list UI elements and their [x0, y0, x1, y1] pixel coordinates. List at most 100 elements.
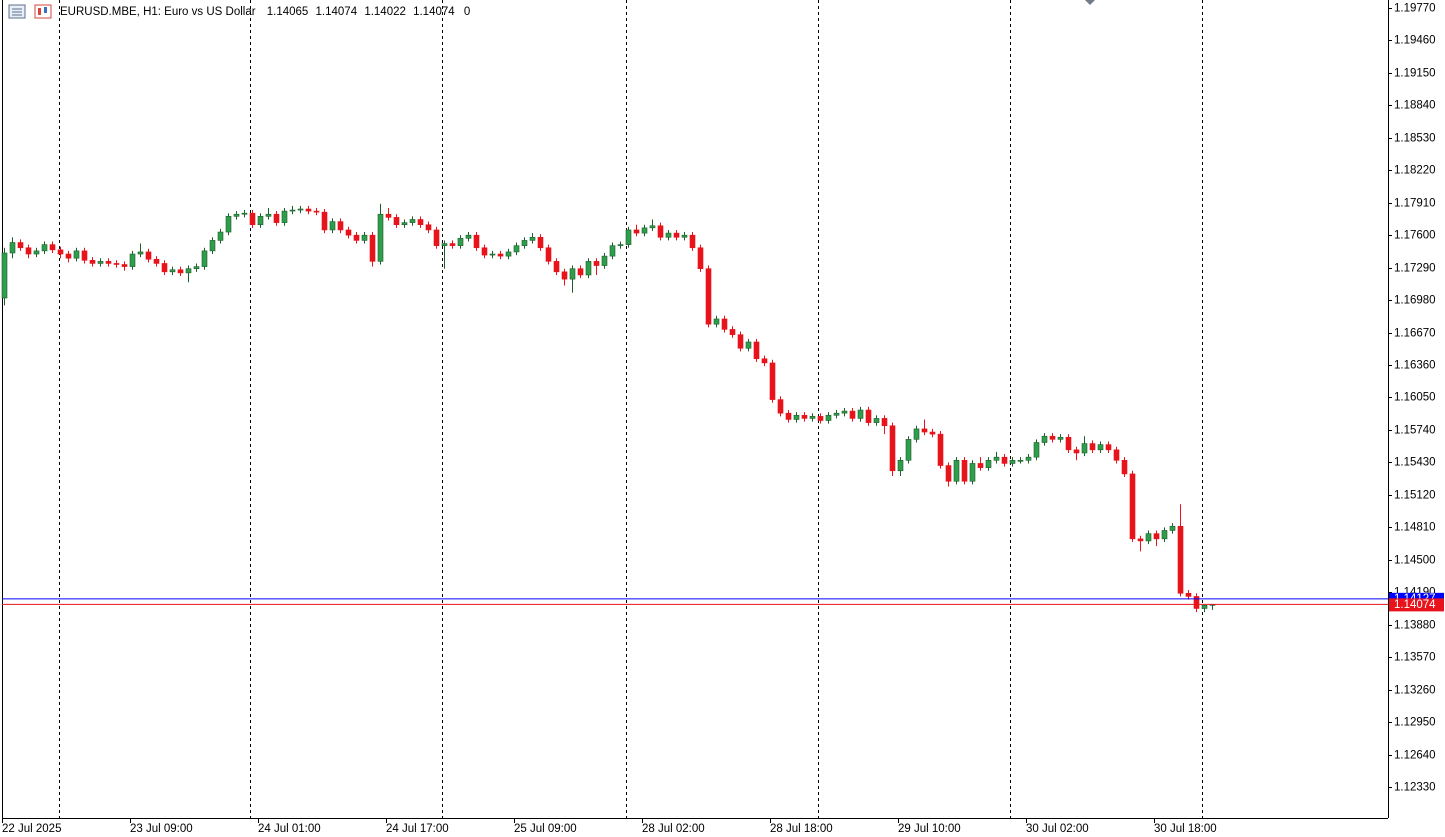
candle-body [345, 229, 352, 236]
candle-body [1113, 449, 1120, 461]
candle-body [681, 234, 688, 238]
candle-body [1001, 456, 1008, 464]
candle-body [257, 216, 264, 226]
y-tick-label: 1.17600 [1394, 230, 1436, 242]
candle-body [841, 410, 848, 414]
candle-body [777, 399, 784, 414]
x-tick-label: 28 Jul 18:00 [770, 823, 833, 835]
candle-body [753, 341, 760, 360]
candle-body [785, 412, 792, 420]
candle-body [1177, 525, 1184, 594]
candle-body [905, 439, 912, 461]
y-tick-label: 1.13260 [1394, 685, 1436, 697]
candle-body [265, 213, 272, 217]
y-tick-label: 1.13880 [1394, 620, 1436, 632]
candle-body [945, 465, 952, 482]
candle-body [985, 460, 992, 468]
candle-body [737, 334, 744, 349]
candle-body [889, 425, 896, 472]
candle-body [425, 224, 432, 231]
candle-body [489, 253, 496, 256]
candle-body [1145, 533, 1152, 542]
candle-body [313, 210, 320, 213]
x-tick-label: 28 Jul 02:00 [642, 823, 705, 835]
y-tick-label: 1.12950 [1394, 717, 1436, 729]
candle-body [361, 234, 368, 241]
candle-body [1097, 444, 1104, 451]
x-tick-label: 24 Jul 17:00 [386, 823, 449, 835]
candle-body [1017, 460, 1024, 462]
candle-body [545, 247, 552, 262]
candle-body [321, 211, 328, 231]
candle-body [921, 428, 928, 433]
candle-body [697, 247, 704, 269]
y-tick-label: 1.16360 [1394, 360, 1436, 372]
candle-body [473, 234, 480, 249]
candle-body [969, 463, 976, 482]
y-tick-label: 1.12330 [1394, 782, 1436, 794]
marker [1085, 0, 1095, 5]
candle-body [249, 212, 256, 226]
candle-body [497, 253, 504, 257]
candle-body [609, 245, 616, 257]
candle-body [633, 229, 640, 234]
candle-body [593, 261, 600, 266]
candle-body [161, 263, 168, 273]
x-tick-label: 30 Jul 18:00 [1154, 823, 1217, 835]
candle-body [649, 225, 656, 229]
candle-body [145, 251, 152, 260]
candle-body [337, 221, 344, 231]
candle-body [97, 261, 104, 264]
y-tick-label: 1.15430 [1394, 457, 1436, 469]
candle-body [953, 460, 960, 482]
candle-body [929, 431, 936, 435]
candle-body [89, 260, 96, 264]
high-value: 1.14074 [316, 6, 358, 18]
candle-body [513, 245, 520, 253]
y-tick-label: 1.14810 [1394, 522, 1436, 534]
candle-body [689, 234, 696, 249]
candle-body [353, 234, 360, 241]
x-tick-label: 23 Jul 09:00 [130, 823, 193, 835]
candle-body [1089, 443, 1096, 451]
candle-body [721, 318, 728, 330]
candle-body [857, 409, 864, 419]
x-tick-label: 30 Jul 02:00 [1026, 823, 1089, 835]
y-tick-label: 1.16980 [1394, 295, 1436, 307]
icon [38, 8, 41, 15]
candle-body [113, 263, 120, 265]
candle-body [993, 456, 1000, 461]
y-tick-label: 1.19460 [1394, 35, 1436, 47]
candle-body [745, 341, 752, 349]
chart-header: EURUSD.MBE, H1: Euro vs US Dollar 1.1406… [60, 6, 470, 18]
candle-body [209, 240, 216, 252]
candle-body [1033, 442, 1040, 458]
icon [44, 7, 47, 13]
candle-body [577, 268, 584, 276]
candle-body [705, 268, 712, 325]
candle-body [849, 410, 856, 419]
candle-body [201, 250, 208, 267]
candle-body [329, 221, 336, 231]
candle-body [537, 236, 544, 249]
candle-body [457, 238, 464, 246]
candle-body [713, 318, 720, 325]
candle-body [1105, 444, 1112, 451]
icon [34, 4, 52, 19]
candle-body [129, 253, 136, 267]
y-tick-label: 1.15120 [1394, 490, 1436, 502]
candle-body [1009, 460, 1016, 464]
candle-body [913, 428, 920, 440]
candle-body [369, 234, 376, 262]
candle-body [1193, 596, 1200, 609]
candle-body [49, 244, 56, 251]
candle-body [769, 362, 776, 400]
candle-body [481, 247, 488, 256]
candle-body [305, 208, 312, 212]
candle-body [1129, 473, 1136, 540]
candle-body [281, 210, 288, 223]
candle-body [225, 216, 232, 233]
candle-body [1137, 538, 1144, 542]
candle-body [393, 217, 400, 226]
